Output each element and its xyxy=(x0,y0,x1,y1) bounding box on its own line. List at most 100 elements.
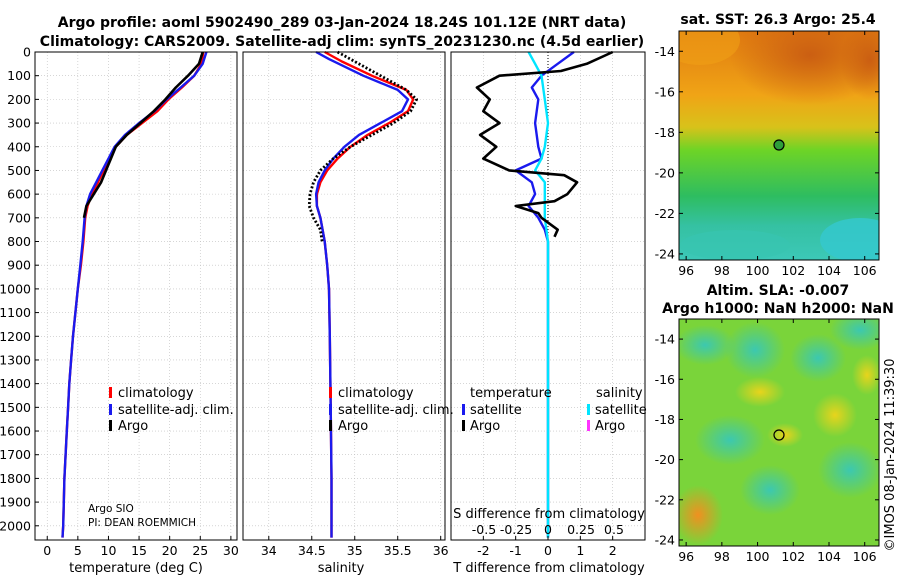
y-tick-label: 200 xyxy=(7,92,31,107)
map-lat-label: -20 xyxy=(655,165,675,180)
y-tick-label: 0 xyxy=(23,45,31,60)
map-lat-label: -18 xyxy=(655,412,675,427)
y-tick-label: 1600 xyxy=(0,424,31,439)
map-lat-label: -16 xyxy=(655,84,675,99)
y-tick-label: 1500 xyxy=(0,400,31,415)
series-line-climatology xyxy=(61,51,205,538)
x-tick-label: 34.5 xyxy=(298,543,326,558)
series-line-satellite-salinity- xyxy=(527,51,550,538)
depth-axis: 0 100 200 300 400 500 600 700 800 900 1000 1100 1200… xyxy=(0,45,39,533)
y-tick-label: 900 xyxy=(7,258,31,273)
map-lat-label: -18 xyxy=(655,125,675,140)
x-tick-label: 10 xyxy=(101,543,117,558)
y-tick-label: 700 xyxy=(7,210,31,225)
legend-climatology: climatology xyxy=(118,386,194,401)
legend-s-argo: Argo xyxy=(595,419,625,434)
x-tick-label: -2 xyxy=(477,543,489,558)
x-tick-label: -1 xyxy=(509,543,521,558)
x-tick-label: 0 xyxy=(43,543,51,558)
sst-map-title: sat. SST: 26.3 Argo: 25.4 xyxy=(680,12,876,28)
y-tick-label: 1000 xyxy=(0,281,31,296)
map-lat-label: -14 xyxy=(655,44,675,59)
x-tick-label: 1 xyxy=(576,543,584,558)
t-difference-xlabel: T difference from climatology xyxy=(452,561,645,576)
sla-map-title1: Altim. SLA: -0.007 xyxy=(707,283,850,299)
map-lon-label: 98 xyxy=(714,549,730,564)
salinity-x-axis: 34 34.5 35 35.5 36 xyxy=(261,536,449,558)
y-tick-label: 1700 xyxy=(0,447,31,462)
x-tick-label: 15 xyxy=(131,543,147,558)
temperature-lines xyxy=(61,51,208,538)
y-tick-label: 500 xyxy=(7,163,31,178)
legend-argo: Argo xyxy=(338,419,368,434)
temperature-panel: 0100200300400500600700800900100011001200… xyxy=(0,45,239,577)
map-lat-label: -14 xyxy=(655,332,675,347)
legend-t-satellite: satellite xyxy=(470,403,522,418)
legend-t-argo: Argo xyxy=(470,419,500,434)
salinity-xlabel: salinity xyxy=(318,561,365,576)
x-tick-label: 36 xyxy=(433,543,449,558)
y-tick-label: 300 xyxy=(7,116,31,131)
y-tick-label: 1200 xyxy=(0,329,31,344)
s-difference-label: S difference from climatology xyxy=(453,507,645,522)
x-tick-label: 25 xyxy=(192,543,208,558)
x-tick-label: 34 xyxy=(261,543,277,558)
x-tick-label: 5 xyxy=(74,543,82,558)
credit-pi: PI: DEAN ROEMMICH xyxy=(88,517,196,529)
series-line-argo xyxy=(307,50,419,242)
legend-temperature-title: temperature xyxy=(470,386,552,401)
map-lon-label: 96 xyxy=(678,263,694,278)
legend-argo: Argo xyxy=(118,419,148,434)
salinity-lines xyxy=(307,50,419,538)
x-tick-label: 2 xyxy=(609,543,617,558)
map-lon-label: 106 xyxy=(853,263,877,278)
salinity-panel: 34 34.5 35 35.5 36 salinity climatology sate… xyxy=(242,50,454,576)
y-tick-label: 1900 xyxy=(0,495,31,510)
temperature-legend: climatology satellite-adj. clim. Argo xyxy=(109,386,234,434)
y-tick-label: 600 xyxy=(7,187,31,202)
temperature-xlabel: temperature (deg C) xyxy=(69,561,203,576)
map-lat-label: -22 xyxy=(655,206,675,221)
map-lon-label: 106 xyxy=(853,549,877,564)
difference-panel: -2 -1 0 1 2 T difference from climatology S … xyxy=(450,50,647,576)
x-tick-label: 35.5 xyxy=(384,543,412,558)
series-line-satellite-adj-clim- xyxy=(314,50,410,538)
figure-title-line1: Argo profile: aoml 5902490_289 03-Jan-20… xyxy=(58,15,627,31)
legend-satellite-adj: satellite-adj. clim. xyxy=(338,403,454,418)
sst-argo-marker xyxy=(773,139,785,151)
map-lat-label: -20 xyxy=(655,452,675,467)
map-lon-label: 100 xyxy=(746,263,770,278)
map-lon-label: 102 xyxy=(781,549,805,564)
series-line-argo xyxy=(82,51,204,219)
map-lon-label: 98 xyxy=(714,263,730,278)
temperature-x-axis: 0 5 10 15 20 25 30 xyxy=(43,536,239,558)
y-tick-label: 100 xyxy=(7,68,31,83)
series-line-satellite-temperature- xyxy=(514,51,575,538)
map-lat-label: -16 xyxy=(655,372,675,387)
legend-satellite-adj: satellite-adj. clim. xyxy=(118,403,234,418)
s-tick: 0.5 xyxy=(604,522,624,537)
map-lat-label: -22 xyxy=(655,492,675,507)
x-tick-label: 0 xyxy=(544,543,552,558)
map-lat-label: -24 xyxy=(655,532,675,547)
s-tick: -0.5 xyxy=(472,522,496,537)
sla-argo-marker xyxy=(773,429,785,441)
x-tick-label: 20 xyxy=(162,543,178,558)
y-tick-label: 400 xyxy=(7,139,31,154)
s-tick: -0.25 xyxy=(500,522,532,537)
y-tick-label: 800 xyxy=(7,234,31,249)
legend-salinity-title: salinity xyxy=(596,386,643,401)
map-lon-label: 96 xyxy=(678,549,694,564)
imos-credit: ©IMOS 08-Jan-2024 11:39:30 xyxy=(883,359,898,552)
credit-argo-sio: Argo SIO xyxy=(88,503,134,515)
map-lon-label: 100 xyxy=(746,549,770,564)
series-line-argo-temperature- xyxy=(475,50,614,238)
s-tick: 0 xyxy=(544,522,552,537)
salinity-grid xyxy=(243,51,445,540)
difference-lines xyxy=(475,50,614,538)
y-tick-label: 1300 xyxy=(0,352,31,367)
figure-title-line2: Climatology: CARS2009. Satellite-adj cli… xyxy=(40,34,644,50)
legend-s-satellite: satellite xyxy=(595,403,647,418)
